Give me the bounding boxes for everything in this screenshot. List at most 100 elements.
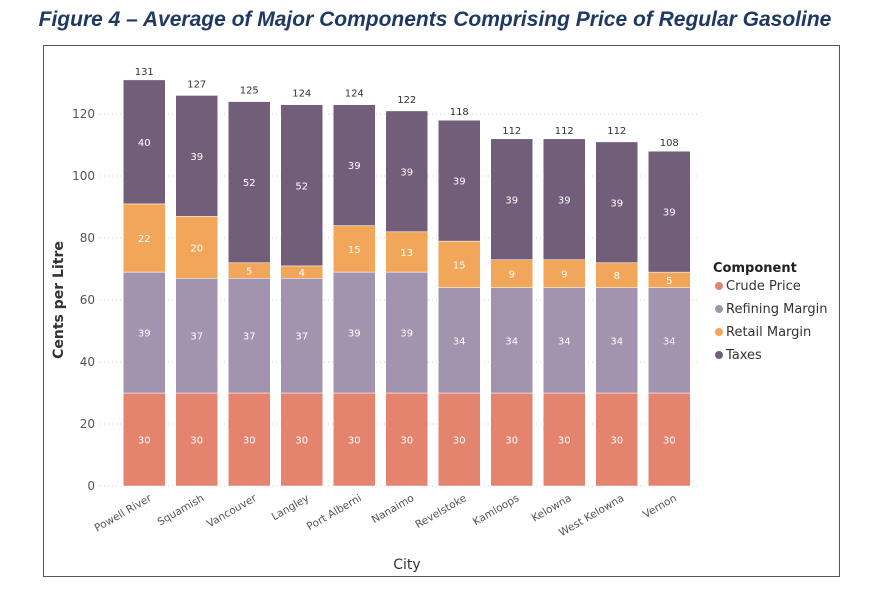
- data-label: 30: [453, 436, 466, 447]
- bar-segment: [438, 119, 481, 242]
- bar-segment: [490, 138, 533, 260]
- data-label: 30: [400, 436, 413, 447]
- total-label: 112: [502, 126, 521, 137]
- bar-segment: [385, 271, 428, 394]
- total-label: 124: [292, 89, 311, 100]
- data-label: 5: [666, 276, 672, 287]
- data-label: 20: [190, 243, 203, 254]
- data-label: 30: [138, 436, 151, 447]
- x-tick-label: Powell River: [92, 492, 154, 535]
- bar-segment: [595, 262, 638, 288]
- bar-segment: [648, 150, 691, 273]
- total-label: 125: [240, 86, 259, 97]
- total-label: 124: [345, 89, 364, 100]
- data-label: 52: [295, 181, 308, 192]
- bar-segment: [123, 203, 166, 273]
- data-label: 39: [558, 195, 571, 206]
- bar-segment: [333, 271, 376, 394]
- bar-segment: [228, 392, 271, 487]
- legend-marker-icon: [715, 328, 723, 336]
- bar-segment: [385, 110, 428, 233]
- bar-segment: [543, 392, 586, 487]
- y-tick-label: 20: [80, 417, 95, 431]
- legend-title: Component: [713, 261, 797, 276]
- y-axis-title: Cents per Litre: [51, 241, 67, 359]
- x-tick-label: Squamish: [155, 492, 206, 528]
- bar-segment: [175, 216, 218, 279]
- y-tick-label: 80: [80, 231, 95, 245]
- bar-segment: [280, 104, 323, 267]
- data-label: 8: [614, 271, 620, 282]
- x-tick-label: Revelstoke: [413, 492, 468, 531]
- data-label: 30: [348, 436, 361, 447]
- data-label: 34: [663, 336, 676, 347]
- bar-segment: [385, 392, 428, 487]
- data-label: 30: [505, 436, 518, 447]
- data-label: 37: [190, 332, 203, 343]
- total-label: 112: [607, 126, 626, 137]
- legend-entry: Taxes: [725, 348, 762, 363]
- x-tick-label: Vernon: [641, 492, 679, 521]
- data-label: 39: [400, 329, 413, 340]
- data-label: 34: [610, 336, 623, 347]
- data-label: 15: [348, 245, 361, 256]
- legend-marker-icon: [715, 305, 723, 313]
- bar-segment: [438, 392, 481, 487]
- data-label: 39: [505, 195, 518, 206]
- bar-segment: [595, 287, 638, 394]
- data-label: 30: [190, 436, 203, 447]
- total-label: 112: [555, 126, 574, 137]
- total-label: 108: [660, 138, 679, 149]
- total-label: 122: [397, 95, 416, 106]
- data-label: 30: [663, 436, 676, 447]
- legend-entry: Retail Margin: [726, 325, 811, 340]
- total-label: 127: [187, 79, 206, 90]
- data-label: 4: [299, 268, 305, 279]
- data-label: 34: [453, 336, 466, 347]
- data-label: 15: [453, 260, 466, 271]
- x-tick-label: Langley: [270, 492, 312, 523]
- data-label: 9: [561, 270, 567, 281]
- chart-frame: [43, 45, 840, 577]
- bar-segment: [543, 287, 586, 394]
- x-tick-label: Vancouver: [205, 492, 259, 530]
- data-label: 39: [348, 161, 361, 172]
- data-label: 5: [246, 267, 252, 278]
- figure-title: Figure 4 – Average of Major Components C…: [38, 8, 832, 31]
- bar-segment: [438, 240, 481, 288]
- bar-segment: [490, 287, 533, 394]
- bar-segment: [175, 95, 218, 217]
- data-label: 40: [138, 138, 151, 149]
- data-label: 39: [348, 329, 361, 340]
- x-tick-label: Kelowna: [530, 492, 574, 524]
- bar-segment: [123, 79, 166, 205]
- bar-segment: [648, 287, 691, 394]
- data-label: 39: [453, 177, 466, 188]
- bar-segment: [543, 138, 586, 260]
- data-label: 9: [509, 270, 515, 281]
- bar-segment: [280, 278, 323, 394]
- x-tick-label: Port Alberni: [305, 492, 364, 533]
- bar-segment: [123, 271, 166, 394]
- x-tick-label: Kamloops: [471, 492, 521, 528]
- total-label: 118: [450, 107, 469, 118]
- bar-segment: [595, 141, 638, 264]
- bar-segment: [333, 225, 376, 273]
- legend-marker-icon: [715, 351, 723, 359]
- data-label: 37: [243, 332, 256, 343]
- bar-segment: [228, 278, 271, 394]
- data-label: 52: [243, 178, 256, 189]
- data-label: 13: [400, 248, 413, 259]
- bar-segment: [280, 392, 323, 487]
- y-tick-label: 100: [72, 169, 95, 183]
- legend-entry: Crude Price: [726, 279, 801, 294]
- data-label: 39: [663, 208, 676, 219]
- x-tick-label: Nanaimo: [370, 492, 417, 526]
- data-label: 30: [610, 436, 623, 447]
- bar-segment: [595, 392, 638, 487]
- bar-segment: [228, 101, 271, 264]
- legend-marker-icon: [715, 282, 723, 290]
- bar-segment: [490, 259, 533, 288]
- data-label: 39: [610, 198, 623, 209]
